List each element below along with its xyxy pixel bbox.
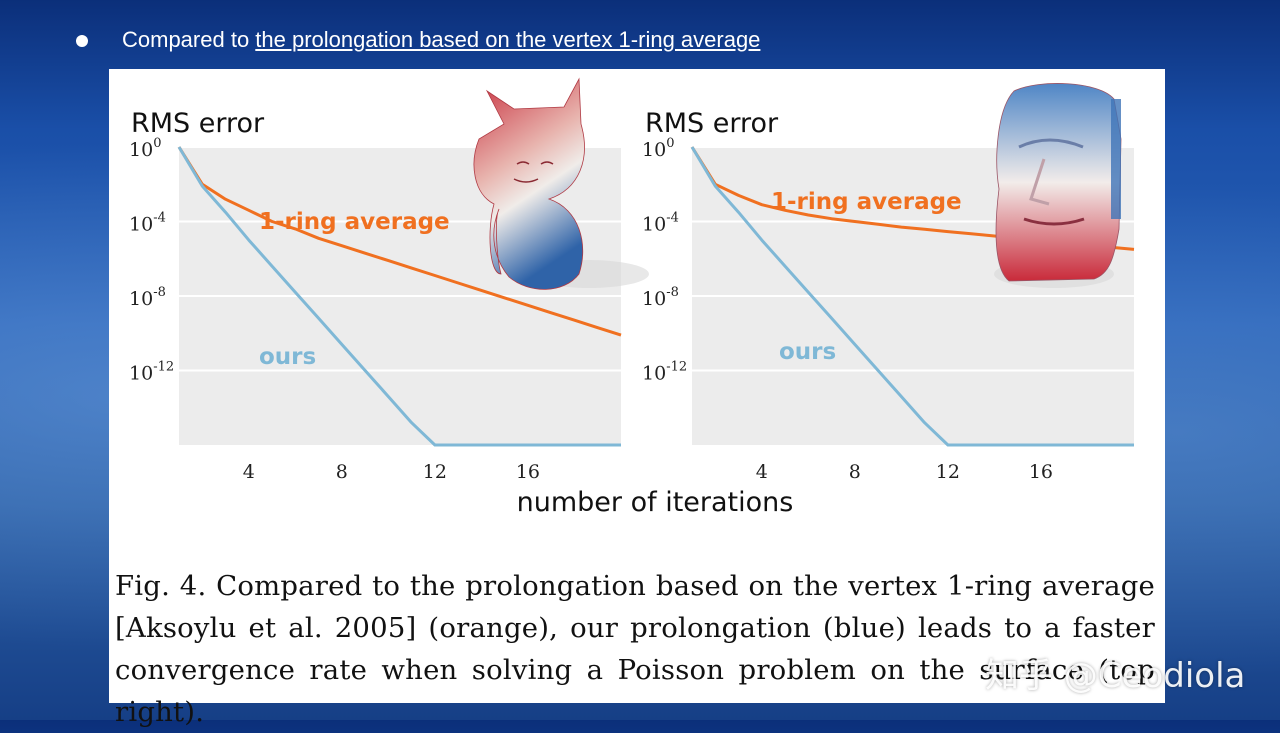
x-tick-label: 8 <box>336 461 348 483</box>
bullet-line: Compared to the prolongation based on th… <box>76 24 760 56</box>
series-line-blue <box>177 146 621 447</box>
figure-caption: Fig. 4. Compared to the prolongation bas… <box>115 565 1155 733</box>
cat-model-illustration <box>473 77 649 290</box>
x-tick-label: 12 <box>936 461 960 483</box>
x-tick-label: 4 <box>243 461 255 483</box>
y-tick-label: 10-4 <box>129 211 166 236</box>
series-label: ours <box>259 344 316 370</box>
x-tick-label: 16 <box>1029 461 1053 483</box>
x-tick-label: 12 <box>423 461 447 483</box>
y-tick-label: 10-12 <box>642 360 687 385</box>
bullet-dot-icon <box>76 35 88 47</box>
bullet-prefix: Compared to <box>122 27 256 52</box>
x-tick-label: 4 <box>756 461 768 483</box>
series-label: ours <box>779 339 836 365</box>
x-tick-label: 8 <box>849 461 861 483</box>
series-label: 1-ring average <box>771 189 962 215</box>
y-tick-label: 10-12 <box>129 360 174 385</box>
x-tick-label: 16 <box>516 461 540 483</box>
caption-line-2: [Aksoylu et al. 2005] (orange), our prol… <box>115 612 1155 644</box>
y-tick-label: 100 <box>129 136 161 161</box>
bullet-text: Compared to the prolongation based on th… <box>122 27 760 53</box>
series-line-orange <box>177 146 622 337</box>
y-tick-label: 10-4 <box>642 211 679 236</box>
watermark: 知乎 @Ceodiola <box>985 656 1246 696</box>
chart-title: RMS error <box>645 108 779 139</box>
chart-title: RMS error <box>131 108 265 139</box>
moai-model-illustration <box>994 83 1122 288</box>
series-line-blue <box>690 146 1134 447</box>
x-axis-label: number of iterations <box>517 487 794 518</box>
y-tick-label: 100 <box>642 136 674 161</box>
bullet-link[interactable]: the prolongation based on the vertex 1-r… <box>255 27 761 52</box>
series-label: 1-ring average <box>259 209 450 235</box>
y-tick-label: 10-8 <box>129 285 166 310</box>
y-tick-label: 10-8 <box>642 285 679 310</box>
caption-line-3: convergence rate when solving a Poisson … <box>115 654 1155 728</box>
figure-panel: RMS error 100 10-4 10-8 10-12 4 8 12 16 1-ring av… <box>109 69 1165 728</box>
caption-line-1: Fig. 4. Compared to the prolongation bas… <box>115 570 1155 602</box>
